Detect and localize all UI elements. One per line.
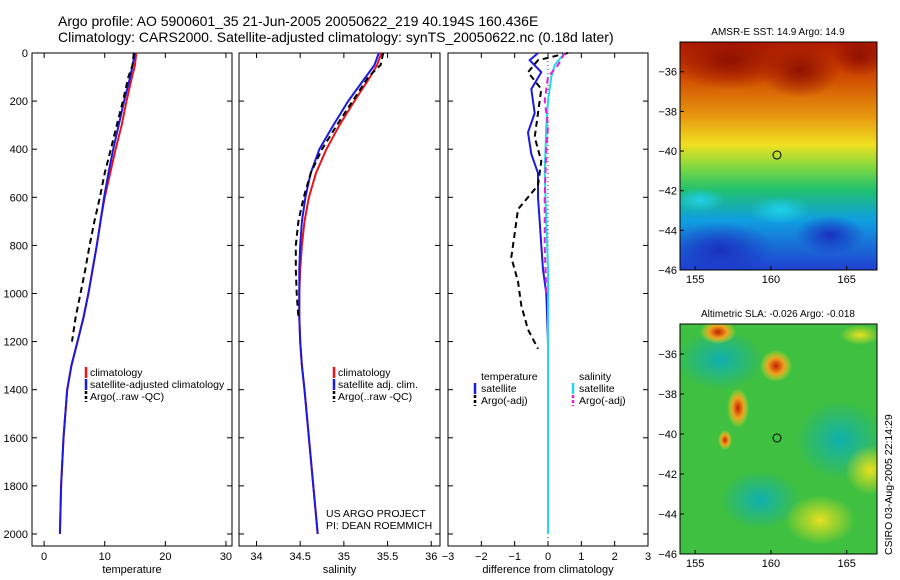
sst-map-field bbox=[680, 42, 877, 270]
sst-map-axes: 155 160 165 −36 −38 −40 −42 −44 −46 bbox=[658, 67, 856, 286]
sla-map-xtick-label: 165 bbox=[838, 558, 856, 570]
difference-xlabel: difference from climatology bbox=[482, 564, 614, 576]
temperature-series-2 bbox=[71, 52, 135, 342]
sla-map-ytick-label: −44 bbox=[658, 509, 677, 521]
temperature-ytick-label: 2000 bbox=[4, 529, 28, 541]
difference-legend-entry-left: satellite bbox=[481, 383, 517, 395]
temperature-legend-entry: satellite-adjusted climatology bbox=[90, 379, 225, 391]
salinity-xtick-label: 34 bbox=[250, 551, 262, 563]
temperature-ytick-label: 1200 bbox=[4, 337, 28, 349]
difference-xtick-label: 0 bbox=[545, 551, 551, 563]
figure-title-line2: Climatology: CARS2000. Satellite-adjuste… bbox=[58, 29, 614, 45]
salinity-xtick-label: 34.5 bbox=[289, 551, 310, 563]
salinity-xtick-label: 36 bbox=[425, 551, 437, 563]
sla-map-axes: 155 160 165 −36 −38 −40 −42 −44 −46 bbox=[658, 349, 856, 570]
temperature-ytick-label: 600 bbox=[10, 192, 28, 204]
sst-map-ytick-label: −44 bbox=[658, 225, 677, 237]
temperature-ytick-label: 1600 bbox=[4, 433, 28, 445]
temperature-xlabel: temperature bbox=[102, 564, 161, 576]
temperature-xtick-label: 10 bbox=[99, 551, 111, 563]
sst-map: AMSR-E SST: 14.9 Argo: 14.9 155 160 165 −36… bbox=[658, 27, 878, 286]
difference-xtick-label: −3 bbox=[442, 551, 455, 563]
sla-map-ytick-label: −36 bbox=[658, 349, 677, 361]
sla-map-ytick-label: −38 bbox=[658, 389, 677, 401]
difference-xtick-label: −2 bbox=[475, 551, 488, 563]
sst-map-ytick-label: −42 bbox=[658, 186, 677, 198]
salinity-series-1 bbox=[298, 52, 380, 535]
side-credit-label: CSIRO 03-Aug-2005 22:14:29 bbox=[883, 414, 895, 555]
temperature-ytick-label: 1000 bbox=[4, 288, 28, 300]
sla-map-ytick-label: −46 bbox=[658, 549, 677, 561]
difference-series-3 bbox=[543, 52, 566, 294]
temperature-frame bbox=[31, 52, 233, 547]
figure-title-line1: Argo profile: AO 5900601_35 21-Jun-2005 … bbox=[58, 13, 538, 29]
difference-xtick-label: 3 bbox=[645, 551, 651, 563]
difference-legend-entry-right: Argo(-adj) bbox=[579, 395, 626, 407]
difference-xtick-label: −1 bbox=[508, 551, 521, 563]
difference-legend-entry-right: satellite bbox=[579, 383, 615, 395]
sst-map-ytick-label: −40 bbox=[658, 146, 677, 158]
temperature-series-1 bbox=[58, 52, 136, 535]
salinity-frame bbox=[238, 52, 441, 547]
sst-float-marker bbox=[772, 150, 782, 160]
credit-line1: US ARGO PROJECT bbox=[326, 508, 426, 520]
sla-map-xtick-label: 160 bbox=[762, 558, 780, 570]
sla-map-title: Altimetric SLA: -0.026 Argo: -0.018 bbox=[701, 309, 855, 320]
sla-map-frame bbox=[679, 323, 878, 555]
temperature-series-0 bbox=[58, 52, 138, 535]
salinity-legend-entry: satellite adj. clim. bbox=[338, 379, 418, 391]
sst-map-title: AMSR-E SST: 14.9 Argo: 14.9 bbox=[711, 27, 845, 38]
sla-map: Altimetric SLA: -0.026 Argo: -0.018 155 1… bbox=[658, 309, 878, 570]
temperature-ytick-label: 0 bbox=[22, 48, 28, 60]
sst-map-ytick-label: −36 bbox=[658, 67, 677, 79]
temperature-legend-entry: Argo(..raw -QC) bbox=[90, 391, 164, 403]
temperature-legend-entry: climatology bbox=[90, 367, 143, 379]
salinity-xtick-label: 35.5 bbox=[377, 551, 398, 563]
sla-map-ytick-label: −42 bbox=[658, 469, 677, 481]
difference-xtick-label: 2 bbox=[612, 551, 618, 563]
credit-line2: PI: DEAN ROEMMICH bbox=[326, 520, 432, 532]
difference-legend-title-left: temperature bbox=[481, 371, 538, 383]
temperature-xtick-label: 20 bbox=[159, 551, 171, 563]
salinity-xlabel: salinity bbox=[323, 564, 357, 576]
salinity-panel: 34 34.5 35 35.5 36 salinity climatologysatelli… bbox=[238, 52, 441, 576]
temperature-xtick-label: 30 bbox=[220, 551, 232, 563]
temperature-xtick-label: 0 bbox=[41, 551, 47, 563]
salinity-legend-entry: climatology bbox=[338, 367, 391, 379]
temperature-ytick-label: 800 bbox=[10, 240, 28, 252]
salinity-xtick-label: 35 bbox=[338, 551, 350, 563]
salinity-series-2 bbox=[294, 52, 385, 318]
temperature-ytick-label: 200 bbox=[10, 96, 28, 108]
difference-legend-title-right: salinity bbox=[579, 371, 612, 383]
temperature-ytick-label: 400 bbox=[10, 144, 28, 156]
temperature-ytick-label: 1400 bbox=[4, 385, 28, 397]
sla-map-ytick-label: −40 bbox=[658, 429, 677, 441]
temperature-ytick-label: 1800 bbox=[4, 481, 28, 493]
difference-panel: −3 −2 −1 0 1 2 3 difference from climatology tem… bbox=[442, 52, 651, 576]
sla-map-field bbox=[680, 324, 877, 554]
salinity-legend-entry: Argo(..raw -QC) bbox=[338, 391, 412, 403]
temperature-panel: 0 10 20 30 0 200 400 600 800 1000 1200 1400 1600 1800… bbox=[4, 48, 233, 576]
sst-map-ytick-label: −38 bbox=[658, 106, 677, 118]
sla-float-marker bbox=[772, 433, 782, 443]
sst-map-ytick-label: −46 bbox=[658, 265, 677, 277]
sst-map-xtick-label: 155 bbox=[686, 274, 704, 286]
sst-map-frame bbox=[679, 41, 878, 271]
difference-legend-entry-left: Argo(-adj) bbox=[481, 395, 528, 407]
sst-map-xtick-label: 165 bbox=[838, 274, 856, 286]
difference-series-1 bbox=[510, 52, 569, 350]
sla-map-xtick-label: 155 bbox=[686, 558, 704, 570]
sst-map-xtick-label: 160 bbox=[762, 274, 780, 286]
difference-xtick-label: 1 bbox=[578, 551, 584, 563]
